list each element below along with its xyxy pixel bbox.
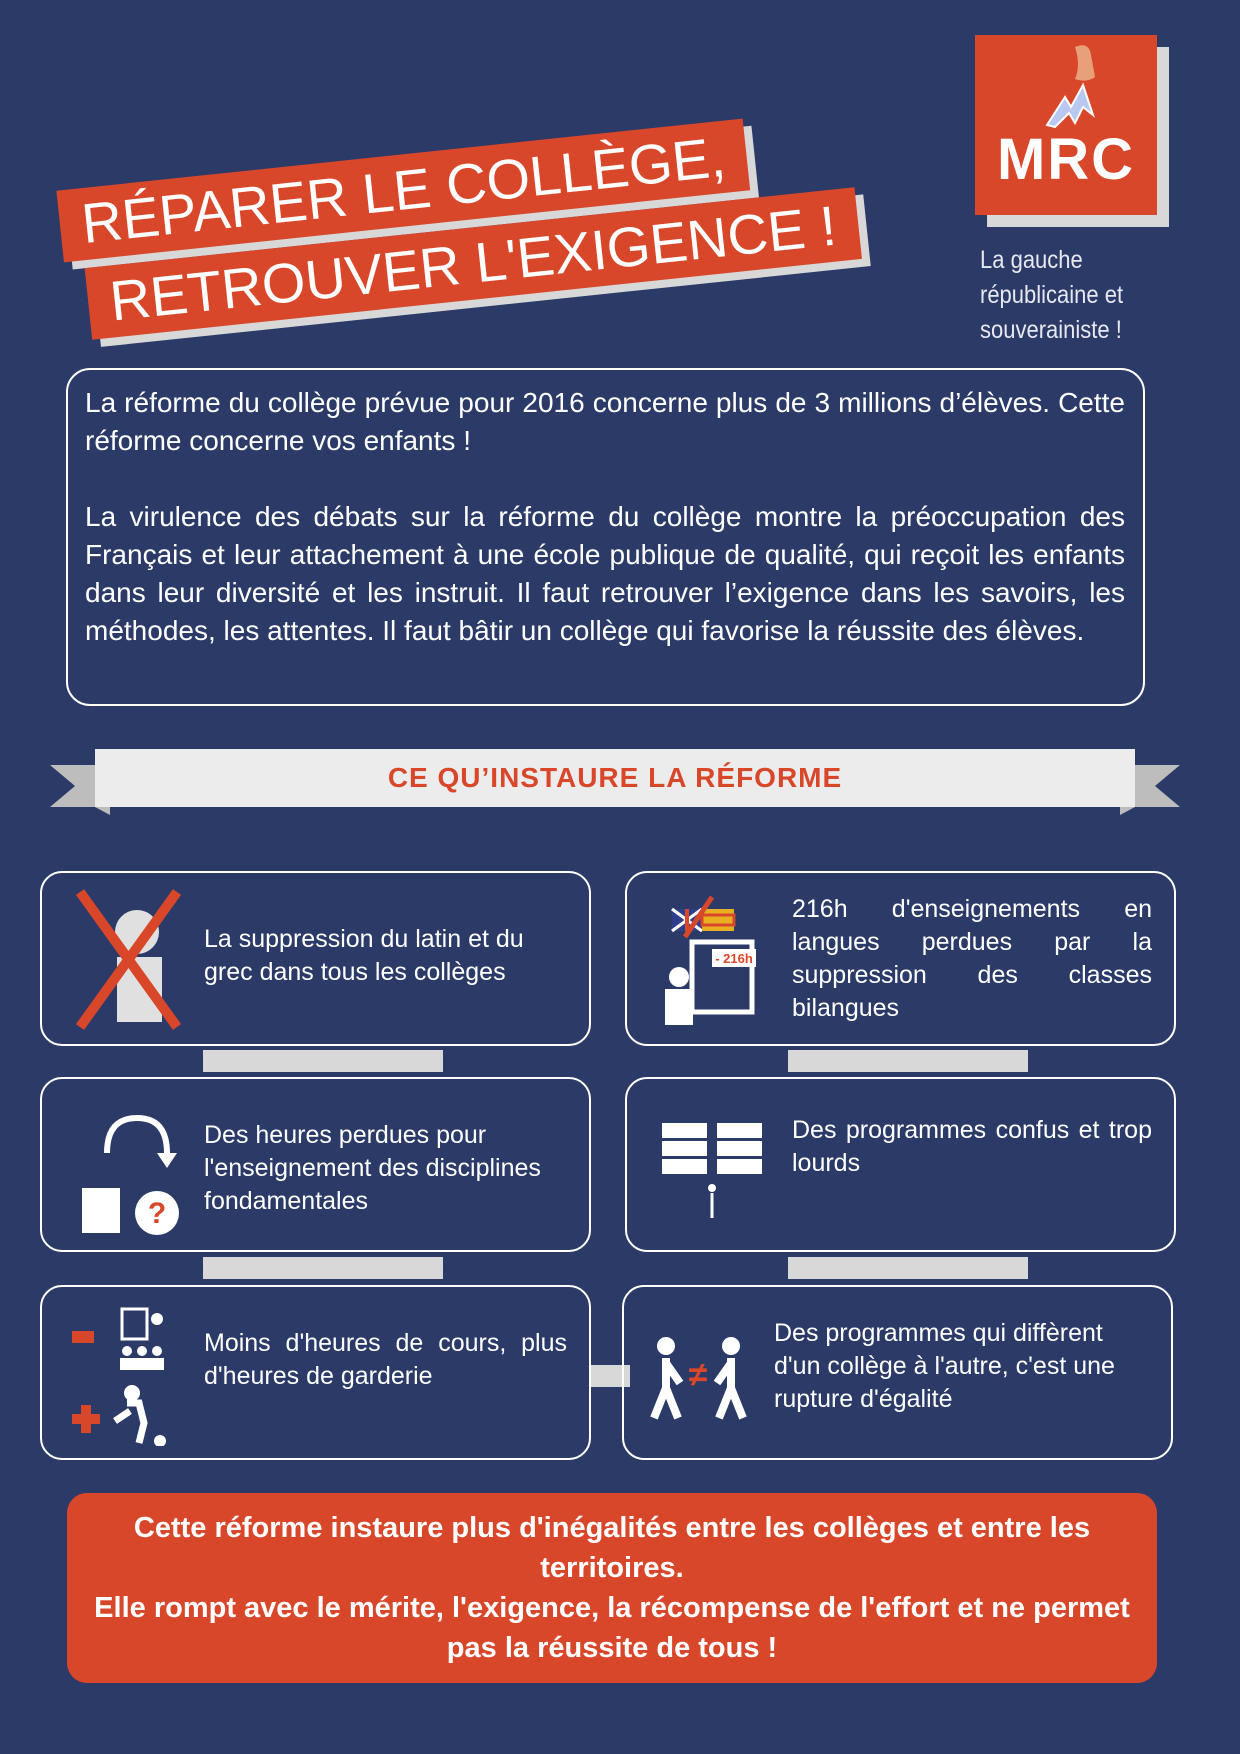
- closing-line-1: Cette réforme instaure plus d'inégalités…: [133, 1512, 1091, 1584]
- card-inequality: ≠ Des programmes qui diffèrent d'un coll…: [622, 1285, 1173, 1460]
- logo-tagline: La gauche républicaine et souverainiste …: [980, 243, 1123, 348]
- language-class-icon: - 216h: [665, 895, 756, 1025]
- crossed-out-latin-greek-icon: [75, 889, 182, 1030]
- card-text: La suppression du latin et du grec dans …: [204, 925, 524, 986]
- closing-line-2: Elle rompt avec le mérite, l'exigence, l…: [94, 1592, 1130, 1664]
- svg-text:?: ?: [148, 1197, 166, 1230]
- section-title: CE QU’INSTAURE LA RÉFORME: [95, 749, 1135, 807]
- tagline-line: La gauche: [980, 246, 1083, 274]
- hours-badge: - 216h: [715, 951, 753, 966]
- intro-paragraph-2: La virulence des débats sur la réforme d…: [85, 501, 1125, 646]
- connector: [788, 1050, 1028, 1072]
- card-text: Des programmes qui diffèrent d'un collèg…: [774, 1319, 1115, 1413]
- section-ribbon: CE QU’INSTAURE LA RÉFORME: [50, 745, 1180, 815]
- heavy-books-icon: [662, 1123, 762, 1218]
- card-text: Moins d'heures de cours, plus d'heures d…: [204, 1329, 567, 1390]
- intro-box: La réforme du collège prévue pour 2016 c…: [66, 368, 1145, 706]
- logo-text: MRC: [996, 127, 1136, 192]
- title-banner: RÉPARER LE COLLÈGE, RETROUVER L'EXIGENCE…: [43, 0, 945, 340]
- card-text: 216h d'enseignements en langues perdues …: [792, 895, 1152, 1022]
- connector: [203, 1257, 443, 1279]
- connector: [788, 1257, 1028, 1279]
- intro-paragraph-1: La réforme du collège prévue pour 2016 c…: [85, 387, 1125, 456]
- mrc-logo: MRC: [975, 35, 1157, 215]
- lost-hours-icon: ?: [82, 1114, 179, 1235]
- connector: [590, 1365, 630, 1387]
- tagline-line: républicaine et: [980, 281, 1124, 309]
- card-text: Des heures perdues pour l'enseignement d…: [204, 1121, 541, 1215]
- card-latin-greek: La suppression du latin et du grec dans …: [40, 871, 591, 1046]
- connector: [203, 1050, 443, 1072]
- unequal-students-icon: ≠: [650, 1337, 747, 1420]
- class-vs-daycare-icon: [72, 1307, 166, 1446]
- card-programs: Des programmes confus et trop lourds: [625, 1077, 1176, 1252]
- not-equal-symbol: ≠: [689, 1356, 708, 1394]
- closing-box: Cette réforme instaure plus d'inégalités…: [67, 1493, 1157, 1683]
- tagline-line: souverainiste !: [980, 316, 1122, 344]
- card-daycare: Moins d'heures de cours, plus d'heures d…: [40, 1285, 591, 1460]
- card-text: Des programmes confus et trop lourds: [792, 1116, 1152, 1177]
- marianne-logo-icon: [1045, 45, 1096, 129]
- card-lost-hours: ? Des heures perdues pour l'enseignement…: [40, 1077, 591, 1252]
- card-bilingual: - 216h 216h d'enseignements en langues p…: [625, 871, 1176, 1046]
